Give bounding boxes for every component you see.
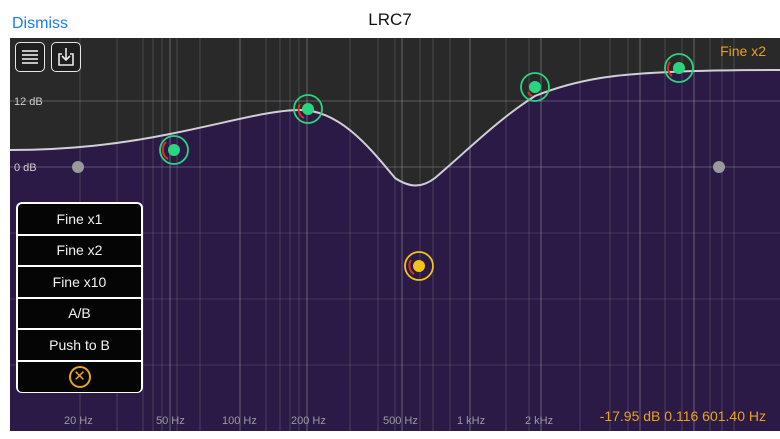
vertical-grid bbox=[79, 38, 735, 431]
menu-item-fine-x2[interactable]: Fine x2 bbox=[18, 235, 141, 265]
fine-mode-menu: Fine x1 Fine x2 Fine x10 A/B Push to B ✕ bbox=[16, 202, 143, 393]
eq-band-node-1[interactable] bbox=[159, 135, 189, 165]
frequency-axis-labels: 20 Hz 50 Hz 100 Hz 200 Hz 500 Hz 1 kHz 2… bbox=[64, 415, 553, 427]
bypass-handle-left[interactable] bbox=[72, 161, 84, 173]
preset-list-button[interactable] bbox=[15, 42, 45, 72]
eq-band-node-5[interactable] bbox=[664, 53, 694, 83]
eq-graph[interactable]: 12 dB 0 dB 20 Hz 50 Hz 100 Hz 200 Hz 500… bbox=[10, 38, 780, 431]
menu-item-fine-x10[interactable]: Fine x10 bbox=[18, 267, 141, 297]
freq-label: 20 Hz bbox=[64, 415, 93, 427]
menu-item-push-to-b[interactable]: Push to B bbox=[18, 330, 141, 360]
bypass-handle-right[interactable] bbox=[713, 161, 725, 173]
save-preset-button[interactable] bbox=[51, 42, 81, 72]
page-title: LRC7 bbox=[368, 10, 412, 29]
freq-label: 100 Hz bbox=[222, 415, 257, 427]
eq-band-node-3-selected[interactable] bbox=[404, 251, 434, 281]
download-icon bbox=[58, 48, 74, 66]
close-circle-icon: ✕ bbox=[68, 365, 91, 388]
list-icon bbox=[22, 50, 38, 64]
freq-label: 200 Hz bbox=[291, 415, 326, 427]
eq-band-node-2[interactable] bbox=[293, 94, 323, 124]
band-readout: -17.95 dB 0.116 601.40 Hz bbox=[599, 408, 766, 424]
eq-band-node-4[interactable] bbox=[520, 72, 550, 102]
dismiss-button[interactable]: Dismiss bbox=[12, 15, 68, 32]
menu-item-fine-x1[interactable]: Fine x1 bbox=[18, 204, 141, 234]
menu-item-ab[interactable]: A/B bbox=[18, 298, 141, 328]
freq-label: 50 Hz bbox=[156, 415, 185, 427]
freq-label: 2 kHz bbox=[525, 415, 553, 427]
eq-curve bbox=[10, 69, 780, 187]
menu-close-button[interactable]: ✕ bbox=[18, 361, 141, 392]
gain-label-0db: 0 dB bbox=[14, 162, 37, 174]
fine-mode-label: Fine x2 bbox=[720, 43, 766, 59]
navigation-bar: Dismiss LRC7 bbox=[0, 0, 780, 38]
gain-label-12db: 12 dB bbox=[14, 96, 43, 108]
freq-label: 500 Hz bbox=[383, 415, 418, 427]
freq-label: 1 kHz bbox=[457, 415, 485, 427]
